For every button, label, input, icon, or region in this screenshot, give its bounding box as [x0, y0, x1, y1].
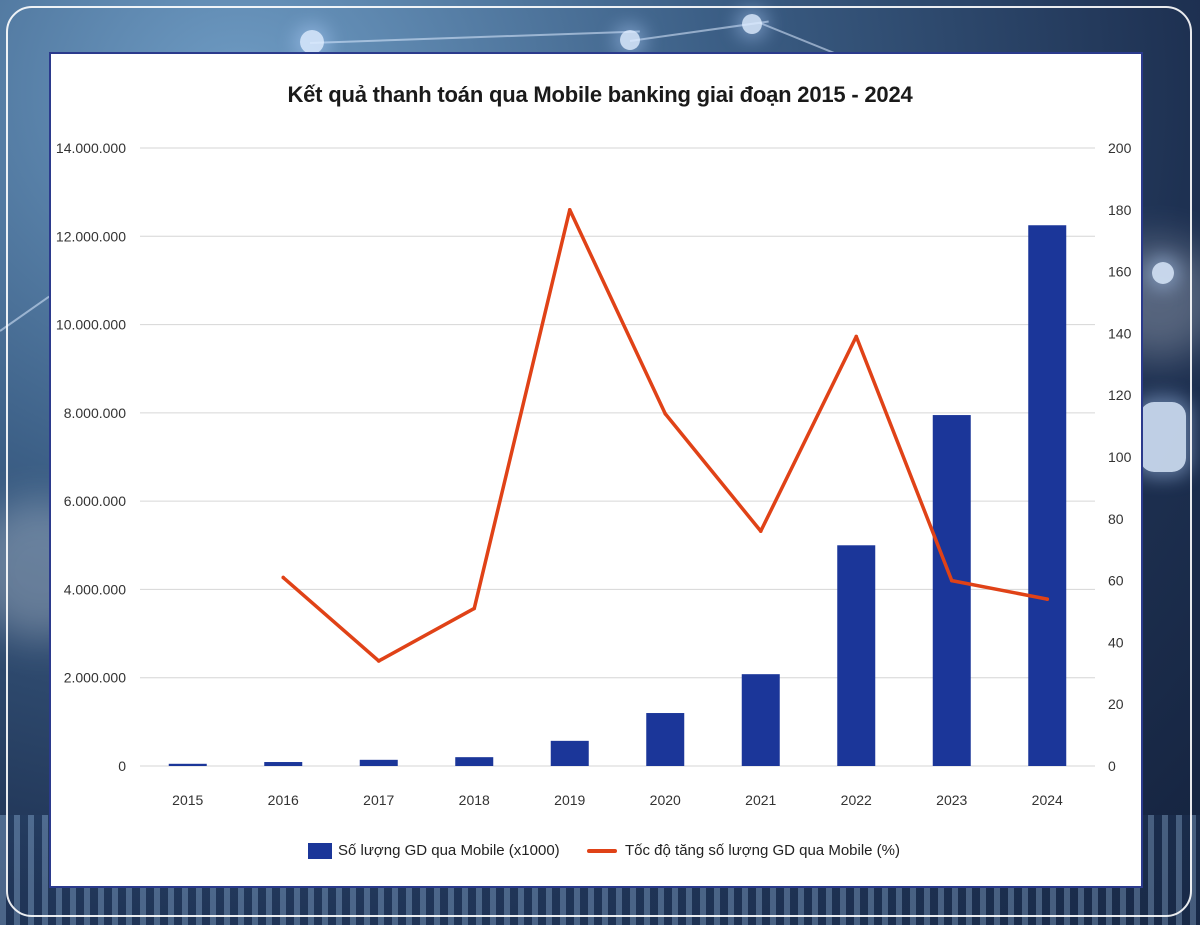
x-tick-label-2021: 2021 — [745, 792, 776, 808]
y-left-tick-label-3: 6.000.000 — [64, 493, 126, 509]
growth-point-2018 — [472, 606, 477, 611]
y-right-tick-label-10: 200 — [1108, 140, 1132, 156]
bar-2015 — [168, 763, 207, 766]
y-right-tick-label-1: 20 — [1108, 696, 1124, 712]
y-right-tick-label-6: 120 — [1108, 387, 1132, 403]
growth-point-2016 — [281, 575, 286, 580]
growth-point-2019 — [567, 208, 572, 212]
growth-point-2022 — [854, 334, 859, 339]
y-left-tick-label-6: 12.000.000 — [56, 228, 126, 244]
bar-2023 — [932, 415, 971, 766]
x-tick-label-2017: 2017 — [363, 792, 394, 808]
bar-2017 — [359, 759, 398, 766]
bar-2022 — [837, 545, 876, 766]
growth-point-2021 — [758, 529, 763, 533]
y-right-tick-label-5: 100 — [1108, 449, 1132, 465]
y-right-tick-label-8: 160 — [1108, 264, 1132, 280]
bar-2018 — [455, 757, 494, 766]
outer-frame — [6, 6, 1192, 917]
x-tick-label-2016: 2016 — [268, 792, 299, 808]
x-tick-label-2023: 2023 — [936, 792, 967, 808]
y-right-tick-label-2: 40 — [1108, 634, 1124, 650]
y-right-tick-label-7: 140 — [1108, 325, 1132, 341]
bar-2019 — [550, 740, 589, 766]
bar-2020 — [646, 713, 685, 766]
growth-line — [281, 208, 1049, 663]
legend-swatch-line — [587, 848, 617, 853]
y-left-tick-label-4: 8.000.000 — [64, 405, 126, 421]
y-left-tick-label-2: 4.000.000 — [64, 581, 126, 597]
x-tick-label-2015: 2015 — [172, 792, 203, 808]
x-tick-label-2024: 2024 — [1032, 792, 1063, 808]
legend-label-line: Tốc độ tăng số lượng GD qua Mobile (%) — [625, 842, 901, 859]
bar-2024 — [1028, 225, 1067, 766]
y-right-tick-label-0: 0 — [1108, 758, 1116, 774]
legend-label-bars: Số lượng GD qua Mobile (x1000) — [338, 842, 560, 859]
growth-point-2017 — [376, 659, 381, 663]
x-tick-label-2020: 2020 — [650, 792, 681, 808]
legend-item-line: Tốc độ tăng số lượng GD qua Mobile (%) — [587, 842, 900, 859]
bar-2021 — [741, 674, 780, 766]
legend-item-bars: Số lượng GD qua Mobile (x1000) — [308, 842, 560, 859]
y-left-tick-label-0: 0 — [118, 758, 126, 774]
y-left-tick-label-7: 14.000.000 — [56, 140, 126, 156]
chart-legend: Số lượng GD qua Mobile (x1000) Tốc độ tă… — [0, 842, 1200, 866]
y-right-tick-label-9: 180 — [1108, 202, 1132, 218]
growth-point-2024 — [1045, 597, 1050, 601]
legend-swatch-bars — [308, 842, 332, 859]
growth-point-2020 — [663, 411, 668, 416]
x-tick-label-2022: 2022 — [841, 792, 872, 808]
y-right-tick-label-3: 60 — [1108, 573, 1124, 589]
x-tick-label-2019: 2019 — [554, 792, 585, 808]
x-tick-label-2018: 2018 — [459, 792, 490, 808]
y-left-tick-label-5: 10.000.000 — [56, 317, 126, 333]
y-right-tick-label-4: 80 — [1108, 511, 1124, 527]
chart-title: Kết quả thanh toán qua Mobile banking gi… — [287, 82, 913, 107]
bar-2016 — [264, 762, 303, 766]
y-left-tick-label-1: 2.000.000 — [64, 670, 126, 686]
growth-point-2023 — [949, 578, 954, 583]
